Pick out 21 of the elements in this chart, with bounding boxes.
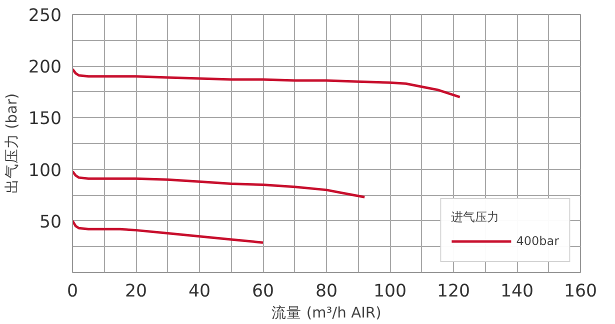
y-tick-label: 100: [28, 160, 62, 181]
y-tick-label: 50: [39, 212, 62, 232]
line-series: [72, 170, 366, 198]
x-tick-label: 20: [124, 282, 148, 302]
x-tick-label: 160: [564, 282, 598, 302]
y-tick-label: 250: [28, 6, 62, 26]
x-tick-label: 80: [315, 282, 338, 302]
x-tick-label: 40: [188, 282, 211, 302]
x-tick-label: 120: [436, 282, 470, 302]
x-tick-label: 60: [252, 282, 274, 302]
x-tick-label: 140: [500, 282, 534, 302]
x-tick-label: 100: [373, 282, 407, 302]
y-tick-label: 150: [28, 109, 62, 130]
y-tick-label: 200: [28, 58, 62, 78]
x-tick-label: 0: [66, 282, 78, 302]
legend-label: 400bar: [516, 234, 559, 248]
legend-title: 进气压力: [451, 209, 500, 226]
x-axis-title: 流量 (m³/h AIR): [272, 304, 382, 322]
line-series: [72, 220, 264, 244]
line-series: [72, 68, 462, 98]
y-axis-title: 出气压力 (bar): [3, 93, 20, 194]
